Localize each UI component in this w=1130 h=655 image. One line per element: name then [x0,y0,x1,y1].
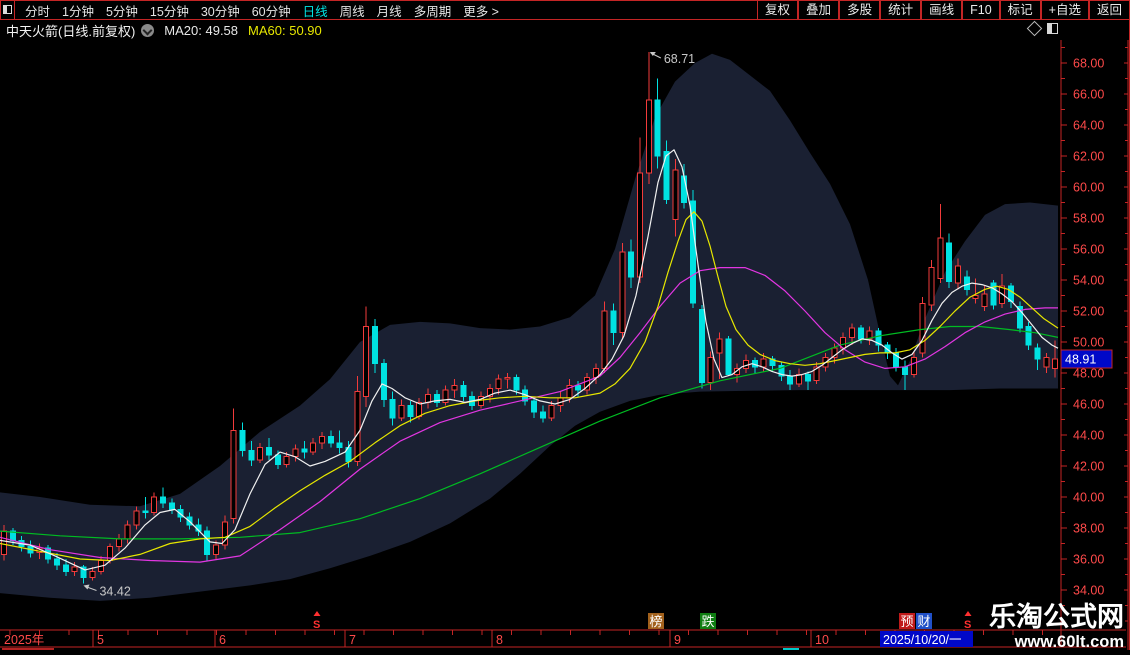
ma-line-MA20 [0,149,1059,571]
signal-marker-0: S [313,611,321,631]
menu-item-1[interactable]: 1分钟 [62,4,94,19]
menu-item-4[interactable]: 30分钟 [200,4,240,19]
price-label-48.00: 48.00 [1073,367,1104,381]
menu-item-9[interactable]: 多周期 [413,4,452,19]
watermark-url: www.60lt.com [1014,633,1124,650]
svg-text:S: S [964,619,971,631]
event-badge-预[interactable]: 预 [899,613,915,629]
price-label-58.00: 58.00 [1073,212,1104,226]
window-glyph-icon [3,5,12,14]
price-label-66.00: 66.00 [1073,88,1104,102]
svg-text:预: 预 [901,614,914,629]
price-label-52.00: 52.00 [1073,305,1104,319]
month-label-7: 7 [349,633,356,647]
month-label-9: 9 [674,633,681,647]
price-label-44.00: 44.00 [1073,429,1104,443]
price-label-40.00: 40.00 [1073,491,1104,505]
ma20-label: MA20: [164,22,202,38]
month-label-10: 10 [815,633,829,647]
toolbar-menu: 复权 叠加 多股 统计 画线 F10 标记 +自选 返回 [757,0,1130,20]
period-menu: 分时 1分钟 5分钟 15分钟 30分钟 60分钟 日线 周线 月线 多周期 更多 > [19,1,505,20]
watermark-site-name: 乐淘公式网 [989,602,1124,632]
menu-item-7[interactable]: 周线 [339,4,365,19]
menu-item-0[interactable]: 分时 [25,4,51,19]
chart-titlebar: 中天火箭(日线.前复权) MA20: 49.58 MA60: 50.90 [0,20,1130,40]
menu-item-2[interactable]: 5分钟 [105,4,138,19]
envelope-band [0,53,1058,601]
high-price-annotation: 68.71 [664,52,695,66]
price-label-34.00: 34.00 [1073,584,1104,598]
toolbar-button-7[interactable]: +自选 [1040,0,1089,20]
ma-line-MA60 [0,211,1059,562]
current-date-label: 2025/10/20/一 [883,633,962,647]
price-label-68.00: 68.00 [1073,57,1104,71]
clipped-row-text [2,648,54,650]
top-menubar: 分时 1分钟 5分钟 15分钟 30分钟 60分钟 日线 周线 月线 多周期 更多 > 复权 叠加 多股… [0,0,1130,20]
toolbar-button-4[interactable]: 画线 [921,0,963,20]
event-badge-跌[interactable]: 跌 [700,613,716,629]
signal-marker-1: S [964,611,972,631]
stock-title: 中天火箭(日线.前复权) [6,23,136,39]
svg-text:榜: 榜 [650,614,663,629]
svg-text:S: S [313,619,320,631]
toolbar-button-3[interactable]: 统计 [880,0,922,20]
year-label: 2025年 [4,633,44,647]
toolbar-button-8[interactable]: 返回 [1088,0,1130,20]
month-label-5: 5 [97,633,104,647]
price-label-46.00: 46.00 [1073,398,1104,412]
price-axis: 68.00 66.00 64.00 62.00 60.00 58.00 56.00 54.00… [1060,40,1129,650]
menu-item-5[interactable]: 60分钟 [251,4,291,19]
ma-line-1 [0,267,1058,563]
chart-area[interactable]: 5 6 7 8 9 10 2025年 2025/10/20/一 68.00 66.00 64.00 6… [0,40,1130,651]
svg-text:跌: 跌 [702,614,715,629]
low-arrowhead [83,584,90,590]
diamond-icon[interactable] [1026,20,1043,37]
ma60-label: MA60: [248,22,286,38]
price-label-54.00: 54.00 [1073,274,1104,288]
panel-layout-icon[interactable] [1047,23,1058,34]
toolbar-button-0[interactable]: 复权 [757,0,799,20]
month-label-6: 6 [219,633,226,647]
price-label-38.00: 38.00 [1073,522,1104,536]
price-label-42.00: 42.00 [1073,460,1104,474]
toolbar-button-5[interactable]: F10 [962,0,1000,20]
clipped-row-mark [783,648,799,650]
toolbar-button-6[interactable]: 标记 [999,0,1041,20]
svg-text:财: 财 [918,614,931,629]
price-label-56.00: 56.00 [1073,243,1104,257]
current-price-badge: 48.91 [1065,352,1096,366]
event-badge-财[interactable]: 财 [916,613,932,629]
price-label-50.00: 50.00 [1073,336,1104,350]
event-badge-榜[interactable]: 榜 [648,613,664,629]
window-icon[interactable] [0,0,15,20]
x-axis: 5 6 7 8 9 10 2025年 2025/10/20/一 [0,629,1126,650]
menu-item-3[interactable]: 15分钟 [149,4,189,19]
price-label-62.00: 62.00 [1073,150,1104,164]
menu-item-10[interactable]: 更多 > [463,4,499,19]
low-price-annotation: 34.42 [99,584,130,598]
ma60-value: 50.90 [289,22,322,38]
collapse-chevron-icon[interactable] [141,23,155,37]
toolbar-button-2[interactable]: 多股 [839,0,881,20]
price-label-36.00: 36.00 [1073,553,1104,567]
month-label-8: 8 [496,633,503,647]
menu-item-8[interactable]: 月线 [376,4,402,19]
price-label-64.00: 64.00 [1073,119,1104,133]
toolbar-button-1[interactable]: 叠加 [798,0,840,20]
ma20-value: 49.58 [205,22,239,38]
price-label-60.00: 60.00 [1073,181,1104,195]
high-arrowhead [649,51,656,56]
menu-item-6[interactable]: 日线 [302,4,328,19]
